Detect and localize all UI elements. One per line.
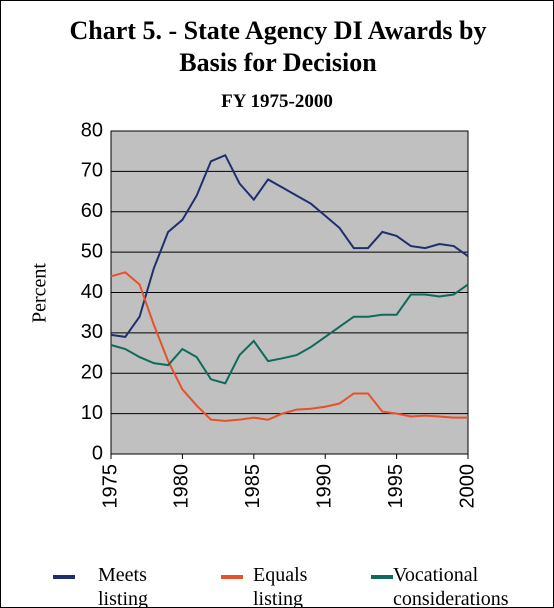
y-tick-label: 20 (81, 362, 103, 384)
legend-label: Vocational considerations (393, 564, 509, 608)
chart-title: Chart 5. - State Agency DI Awards by Bas… (69, 16, 487, 77)
legend-swatch (371, 575, 393, 579)
y-tick-label: 80 (81, 119, 103, 141)
series-line (110, 153, 469, 338)
y-tick-label: 0 (92, 442, 103, 464)
y-tick-label: 10 (81, 402, 103, 424)
legend-swatch (53, 575, 75, 579)
x-tick-label: 2000 (456, 464, 478, 509)
series-line (110, 271, 468, 422)
legend-label: Equals listing (253, 564, 308, 608)
y-tick-label: 40 (81, 281, 103, 303)
legend-swatch (221, 575, 243, 579)
series-line (110, 283, 469, 385)
y-axis-label: Percent (29, 263, 51, 323)
y-tick-label: 30 (81, 321, 103, 343)
legend-label: Meets listing (98, 564, 149, 608)
y-tick-label: 50 (81, 240, 103, 262)
chart-subtitle: FY 1975-2000 (221, 91, 333, 112)
x-tick-label: 1980 (171, 464, 193, 509)
y-tick-label: 60 (81, 200, 103, 222)
x-tick-label: 1990 (313, 464, 335, 509)
x-tick-label: 1995 (385, 464, 407, 509)
x-tick-label: 1985 (242, 464, 264, 509)
x-tick-label: 1975 (99, 464, 121, 509)
y-tick-label: 70 (81, 160, 103, 182)
